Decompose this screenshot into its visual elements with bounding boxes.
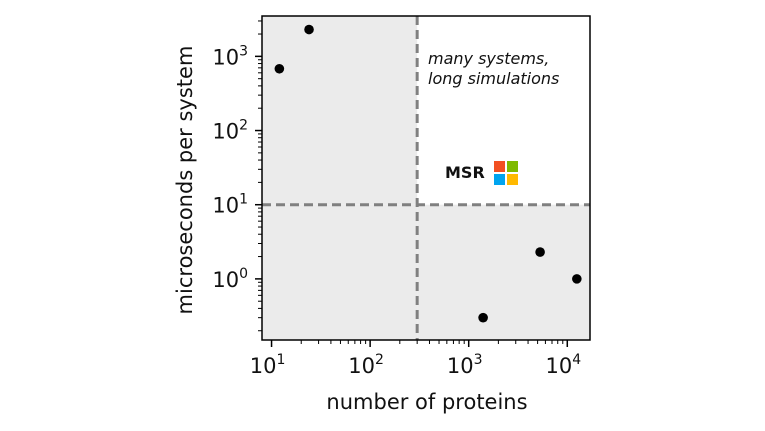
plot-frame: [261, 15, 591, 341]
quadrant-bottom-left: [262, 204, 418, 340]
data-points: [274, 24, 582, 323]
x-tick-label: 101: [250, 352, 286, 378]
shaded-quadrants: [262, 16, 590, 340]
msr-logo: MSR: [445, 161, 518, 185]
data-point: [478, 312, 488, 323]
y-tick-label: 100: [212, 266, 248, 292]
x-axis-label: number of proteins: [326, 390, 527, 414]
data-point: [572, 274, 582, 284]
quadrant-bottom-right: [417, 204, 590, 340]
data-point: [304, 24, 314, 35]
logo-text: MSR: [445, 163, 485, 182]
x-tick-label: 103: [447, 352, 483, 378]
logo-square: [507, 174, 518, 185]
y-tick-label: 101: [212, 192, 248, 218]
logo-square: [507, 161, 518, 172]
annotation-line-2: long simulations: [428, 69, 559, 88]
threshold-lines: [262, 16, 590, 340]
x-tick-label: 104: [545, 352, 581, 378]
y-axis-ticks: 100 101 102 103: [212, 20, 262, 332]
data-point: [274, 63, 285, 74]
quadrant-top-left: [262, 16, 418, 205]
y-tick-label: 102: [212, 118, 248, 144]
data-point: [535, 247, 545, 257]
logo-square: [494, 174, 505, 185]
x-tick-label: 102: [348, 352, 384, 378]
logo-square: [494, 161, 505, 172]
annotation-line-1: many systems,: [428, 49, 549, 68]
x-axis-ticks: 101 102 103 104: [250, 340, 581, 378]
y-tick-label: 103: [212, 43, 248, 69]
y-axis-label: microseconds per system: [173, 46, 197, 315]
